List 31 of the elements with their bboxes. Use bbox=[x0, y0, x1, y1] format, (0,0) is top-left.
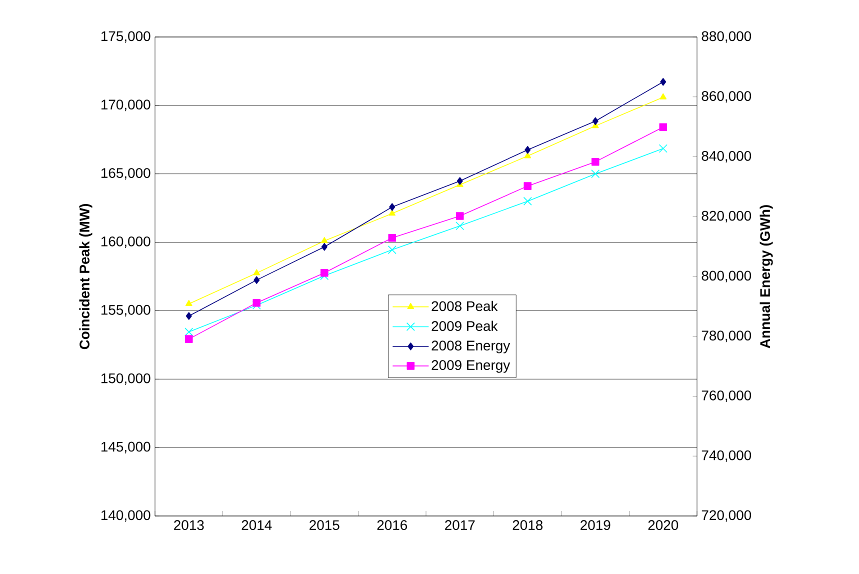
y-tick-label: 140,000 bbox=[101, 510, 150, 522]
y-tick-label: 175,000 bbox=[101, 31, 150, 43]
y2-tick-label: 720,000 bbox=[702, 510, 752, 522]
legend-label: 2008 Peak bbox=[432, 300, 498, 312]
y-tick-label: 145,000 bbox=[101, 442, 150, 454]
x-tick-label: 2020 bbox=[648, 520, 678, 530]
y-tick-label: 170,000 bbox=[101, 100, 150, 112]
x-tick-label: 2018 bbox=[512, 520, 543, 530]
y2-axis-title: Annual Energy (GWh) bbox=[760, 205, 773, 348]
x-tick-label: 2015 bbox=[310, 520, 340, 530]
y2-tick-label: 800,000 bbox=[702, 270, 752, 282]
y-tick-label: 160,000 bbox=[101, 236, 150, 248]
y2-tick-label: 860,000 bbox=[702, 91, 752, 103]
y-tick-label: 165,000 bbox=[101, 168, 150, 180]
legend-label: 2008 Energy bbox=[432, 340, 510, 354]
y-tick-label: 155,000 bbox=[101, 304, 150, 316]
legend-label: 2009 Energy bbox=[432, 360, 510, 373]
x-tick-label: 2013 bbox=[174, 520, 204, 530]
y2-tick-label: 740,000 bbox=[702, 450, 752, 462]
y-tick-label: 150,000 bbox=[101, 373, 150, 385]
x-tick-label: 2019 bbox=[580, 520, 610, 530]
y2-tick-label: 840,000 bbox=[702, 150, 752, 162]
legend-label: 2009 Peak bbox=[432, 320, 498, 332]
y-axis-title: Coincident Peak (MW) bbox=[79, 204, 92, 350]
y2-tick-label: 780,000 bbox=[702, 330, 752, 342]
x-tick-label: 2017 bbox=[445, 520, 475, 530]
x-tick-label: 2016 bbox=[377, 520, 408, 530]
y2-tick-label: 820,000 bbox=[702, 210, 752, 222]
x-tick-label: 2014 bbox=[242, 520, 272, 530]
y2-tick-label: 760,000 bbox=[702, 390, 752, 402]
y2-tick-label: 880,000 bbox=[702, 31, 752, 43]
